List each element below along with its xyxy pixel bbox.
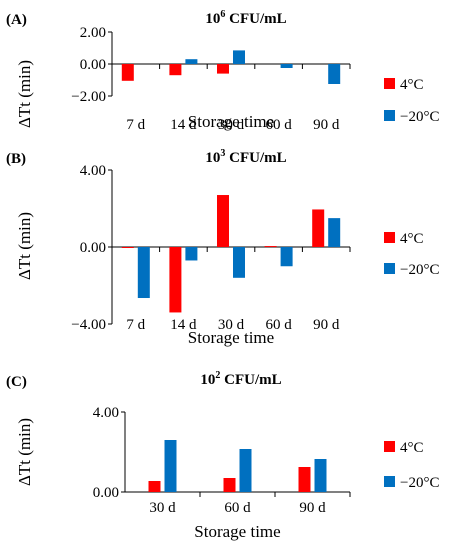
panel-label: (C) bbox=[6, 374, 27, 390]
bar-4c bbox=[264, 246, 277, 248]
chart-panel: (B) 103 CFU/mL 4.00 0.00 −4.00 7 d 14 d 30 d 60 … bbox=[6, 148, 439, 347]
bar-4c bbox=[169, 247, 182, 313]
y-axis-title: ΔTt (min) bbox=[15, 212, 34, 280]
legend-swatch-4c bbox=[384, 78, 395, 89]
legend-label: −20°C bbox=[400, 262, 439, 278]
title-unit: CFU/mL bbox=[225, 11, 286, 27]
chart-panel: (C) 102 CFU/mL 4.00 0.00 30 d 60 d 90 d Storage… bbox=[6, 370, 439, 541]
title-unit: CFU/mL bbox=[225, 150, 286, 166]
y-axis-title: ΔTt (min) bbox=[15, 418, 34, 486]
y-tick-label: −4.00 bbox=[71, 317, 106, 333]
y-tick-label: 4.00 bbox=[93, 405, 119, 421]
y-tick-label: 2.00 bbox=[80, 25, 106, 41]
x-category-label: 30 d bbox=[218, 317, 245, 333]
title-exponent: 6 bbox=[220, 9, 225, 20]
bar-minus20c bbox=[137, 247, 150, 299]
y-tick-label: 0.00 bbox=[80, 240, 106, 256]
title-base: 10 bbox=[205, 11, 220, 27]
title-base: 10 bbox=[205, 150, 220, 166]
y-tick-label: 0.00 bbox=[93, 485, 119, 501]
y-tick-label: 4.00 bbox=[80, 163, 106, 179]
x-category-label: 90 d bbox=[313, 317, 340, 333]
x-category-label: 7 d bbox=[126, 317, 145, 333]
y-tick-label: −2.00 bbox=[71, 89, 106, 105]
bar-minus20c bbox=[164, 440, 177, 492]
legend-label: 4°C bbox=[400, 231, 424, 247]
bar-4c bbox=[148, 481, 161, 492]
x-category-label: 14 d bbox=[170, 117, 197, 133]
bar-minus20c bbox=[314, 459, 327, 492]
panel-label: (A) bbox=[6, 12, 27, 28]
x-category-label: 7 d bbox=[126, 117, 145, 133]
bar-minus20c bbox=[233, 50, 245, 64]
bar-minus20c bbox=[280, 247, 293, 267]
bar-minus20c bbox=[280, 64, 293, 68]
bar-minus20c bbox=[328, 218, 341, 247]
x-category-label: 30 d bbox=[218, 117, 245, 133]
title-base: 10 bbox=[200, 372, 215, 388]
bar-minus20c bbox=[328, 64, 341, 84]
bar-4c bbox=[169, 64, 182, 76]
legend-label: −20°C bbox=[400, 109, 439, 125]
legend-swatch-minus20c bbox=[384, 263, 395, 274]
legend-label: 4°C bbox=[400, 440, 424, 456]
legend-swatch-minus20c bbox=[384, 476, 395, 487]
bar-4c bbox=[298, 467, 311, 492]
legend-label: −20°C bbox=[400, 475, 439, 491]
bar-4c bbox=[121, 247, 134, 248]
x-axis-title: Storage time bbox=[194, 522, 280, 541]
x-category-label: 14 d bbox=[170, 317, 197, 333]
bar-minus20c bbox=[185, 59, 198, 64]
title-exponent: 3 bbox=[220, 148, 225, 159]
bar-4c bbox=[312, 209, 325, 247]
title-unit: CFU/mL bbox=[220, 372, 281, 388]
bar-minus20c bbox=[239, 449, 252, 492]
title-exponent: 2 bbox=[215, 370, 220, 381]
chart-title: 102 CFU/mL bbox=[200, 370, 281, 388]
chart-title: 106 CFU/mL bbox=[205, 9, 286, 27]
chart-panel: (A) 106 CFU/mL 2.00 0.00 −2.00 7 d 14 d 30 d 60 … bbox=[6, 9, 439, 133]
x-category-label: 60 d bbox=[224, 500, 251, 516]
x-category-label: 60 d bbox=[265, 117, 292, 133]
bar-minus20c bbox=[233, 247, 245, 278]
bar-4c bbox=[223, 478, 236, 492]
bar-4c bbox=[217, 64, 229, 74]
legend-swatch-4c bbox=[384, 232, 395, 243]
legend-swatch-minus20c bbox=[384, 110, 395, 121]
legend-label: 4°C bbox=[400, 77, 424, 93]
bar-4c bbox=[121, 64, 134, 81]
x-axis-title: Storage time bbox=[188, 112, 274, 131]
y-axis-title: ΔTt (min) bbox=[15, 60, 34, 128]
x-category-label: 90 d bbox=[313, 117, 340, 133]
x-category-label: 90 d bbox=[299, 500, 326, 516]
panel-label: (B) bbox=[6, 151, 26, 167]
y-tick-label: 0.00 bbox=[80, 57, 106, 73]
legend-swatch-4c bbox=[384, 441, 395, 452]
x-category-label: 30 d bbox=[149, 500, 176, 516]
x-axis-title: Storage time bbox=[188, 328, 274, 347]
x-category-label: 60 d bbox=[265, 317, 292, 333]
bar-4c bbox=[217, 195, 229, 247]
bar-minus20c bbox=[185, 247, 198, 261]
chart-title: 103 CFU/mL bbox=[205, 148, 286, 166]
